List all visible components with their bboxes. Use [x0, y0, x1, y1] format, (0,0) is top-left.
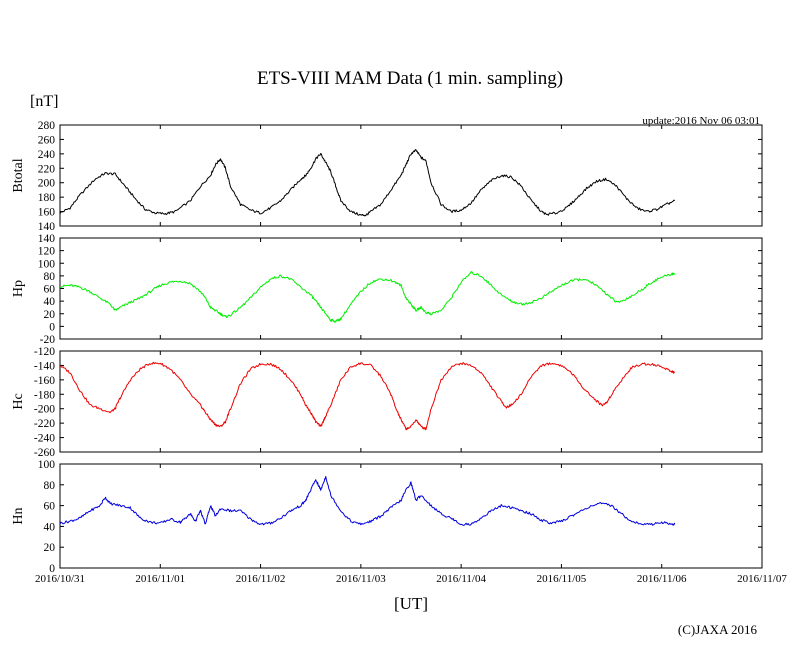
ytick-label: -220	[34, 418, 55, 430]
xtick-label: 2016/11/05	[537, 573, 587, 585]
panel-ylabel: Btotal	[11, 158, 26, 192]
ytick-label: 100	[38, 258, 56, 270]
ytick-label: 260	[38, 134, 56, 146]
ytick-label: 60	[44, 501, 56, 513]
y-unit-label: [nT]	[30, 93, 58, 110]
ytick-label: 120	[38, 246, 56, 258]
ytick-label: -200	[34, 404, 55, 416]
series-line-hc	[59, 361, 675, 431]
ytick-label: 0	[49, 321, 55, 333]
ytick-label: -120	[34, 346, 55, 358]
series-line-hp	[59, 271, 675, 323]
ytick-label: -240	[34, 433, 55, 445]
ytick-label: 20	[44, 542, 56, 554]
panel-ylabel: Hn	[11, 507, 26, 524]
panel-hc: -120 -140 -160 -180 -200 -220 -240 -260 Hc	[11, 346, 763, 459]
panel-btotal: 280 260 240 220 200 180 160 140 Btotal	[11, 120, 763, 233]
ytick-label: 80	[44, 271, 56, 283]
ytick-label: -20	[40, 334, 56, 346]
panel-ylabel: Hc	[11, 393, 26, 409]
xtick-label: 2016/11/06	[637, 573, 687, 585]
ytick-label: 280	[38, 120, 56, 132]
update-timestamp: update:2016 Nov 06 03:01	[642, 115, 760, 127]
copyright-credit: (C)JAXA 2016	[678, 622, 758, 637]
ytick-label: 40	[44, 296, 56, 308]
ytick-label: -140	[34, 360, 55, 372]
ytick-label: 60	[44, 284, 56, 296]
ytick-label: 180	[38, 192, 56, 204]
ytick-label: 200	[38, 178, 56, 190]
panel-frame-hn	[59, 463, 763, 569]
ytick-label: 0	[49, 563, 55, 575]
xtick-label: 2016/11/02	[236, 573, 286, 585]
ytick-label: 40	[44, 521, 56, 533]
series-line-btotal	[59, 148, 676, 217]
ytick-label: -160	[34, 375, 55, 387]
xtick-label: 2016/11/03	[336, 573, 386, 585]
panel-frame-hc	[59, 350, 763, 453]
panel-frame-hp	[59, 237, 763, 340]
ytick-label: 220	[38, 163, 56, 175]
ytick-label: 160	[38, 207, 56, 219]
x-axis-ticks: 2016/10/31 2016/11/01 2016/11/02 2016/11/03…	[35, 573, 787, 585]
ytick-label: 20	[44, 309, 56, 321]
ytick-label: 140	[38, 233, 56, 245]
panels-group: 280260240220200180160140Btotal1401201008…	[11, 120, 763, 575]
x-axis-label: [UT]	[394, 594, 428, 613]
chart-title: ETS-VIII MAM Data (1 min. sampling)	[257, 68, 563, 89]
ytick-label: 240	[38, 149, 56, 161]
ytick-label: -180	[34, 389, 55, 401]
xtick-label: 2016/11/07	[737, 573, 787, 585]
xtick-label: 2016/11/01	[135, 573, 185, 585]
ytick-label: 100	[38, 459, 56, 471]
ytick-label: -260	[34, 447, 55, 459]
series-line-hn	[59, 475, 676, 526]
ytick-label: 140	[38, 221, 56, 233]
xtick-label: 2016/11/04	[436, 573, 486, 585]
xtick-label: 2016/10/31	[35, 573, 85, 585]
panel-hn: 100 80 60 40 20 0 Hn	[11, 459, 763, 575]
ytick-label: 80	[44, 480, 56, 492]
panel-frame-btotal	[59, 124, 763, 227]
panel-ylabel: Hp	[11, 280, 26, 297]
